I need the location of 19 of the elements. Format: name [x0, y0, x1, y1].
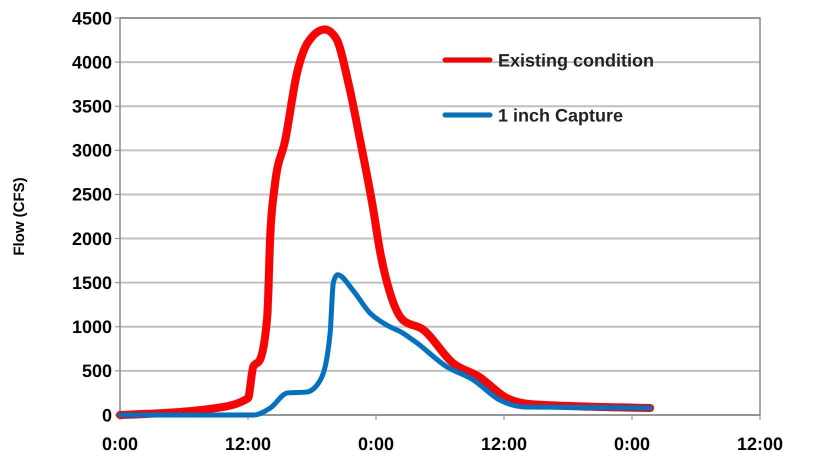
x-tick-label: 0:00 [358, 434, 394, 454]
y-tick-label: 1000 [72, 317, 112, 338]
x-tick-label: 0:00 [102, 434, 138, 454]
y-tick-label: 1500 [72, 272, 112, 293]
y-tick-label: 4500 [72, 8, 112, 28]
x-tick-label: 12:00 [480, 434, 528, 454]
y-axis-title: Flow (CFS) [11, 177, 28, 256]
x-tick-label: 0:00 [614, 434, 650, 454]
y-tick-label: 3000 [72, 140, 112, 161]
y-tick-label: 2500 [72, 184, 112, 205]
x-tick-label: 12:00 [736, 434, 784, 454]
y-tick-label: 2000 [72, 228, 112, 249]
y-tick-label: 0 [102, 405, 112, 426]
legend-label: Existing condition [498, 50, 654, 70]
y-tick-label: 4000 [72, 52, 112, 72]
y-tick-label: 3500 [72, 96, 112, 117]
y-tick-label: 500 [82, 361, 112, 382]
x-tick-label: 12:00 [224, 434, 272, 454]
legend-label: 1 inch Capture [498, 105, 624, 126]
